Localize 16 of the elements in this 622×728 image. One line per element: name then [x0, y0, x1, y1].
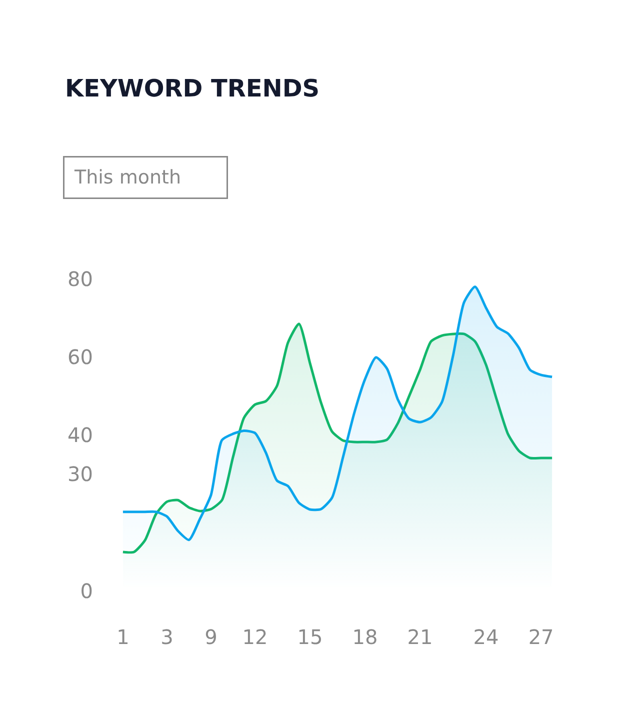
x-tick-label: 21	[407, 625, 433, 649]
x-tick-label: 9	[204, 625, 218, 649]
x-tick-label: 12	[242, 625, 268, 649]
x-tick-label: 15	[297, 625, 323, 649]
y-tick-label: 60	[68, 345, 93, 369]
y-tick-label: 80	[68, 267, 93, 291]
x-tick-label: 1	[116, 625, 130, 649]
x-tick-label: 24	[473, 625, 499, 649]
text: This month	[74, 166, 218, 188]
y-tick-label: 40	[68, 423, 93, 447]
y-tick-label: 30	[68, 462, 93, 486]
x-tick-label: 3	[160, 625, 174, 649]
chart-title: KEYWORD TRENDS	[65, 74, 320, 102]
x-tick-label: 27	[528, 625, 554, 649]
x-tick-label: 18	[352, 625, 378, 649]
y-tick-label: 0	[80, 579, 93, 603]
